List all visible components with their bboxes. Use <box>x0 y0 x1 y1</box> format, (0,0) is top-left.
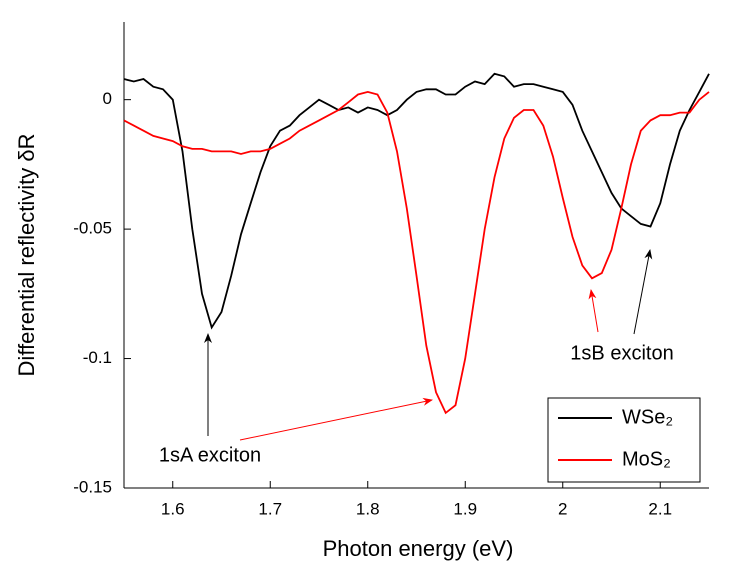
legend-box <box>547 397 701 483</box>
y-axis-label: Differential reflectivity δR <box>14 134 39 377</box>
legend-label: MoS₂ <box>622 448 671 470</box>
line <box>123 72 710 330</box>
x-axis-label: Photon energy (eV) <box>323 536 514 561</box>
x-tick-label: 1.9 <box>453 499 477 518</box>
x-tick-label: 1.7 <box>258 499 282 518</box>
annotation: 1sA exciton <box>159 444 261 466</box>
legend-label: WSe₂ <box>622 406 673 428</box>
line <box>123 90 710 415</box>
x-tick-label: 2.1 <box>648 499 672 518</box>
annotation: 1sB exciton <box>570 342 673 364</box>
y-tick-label: -0.15 <box>73 477 112 496</box>
x-tick-label: 1.8 <box>356 499 380 518</box>
arrow <box>239 397 433 441</box>
y-tick-label: -0.05 <box>73 219 112 238</box>
arrow <box>588 289 599 333</box>
y-tick-label: -0.1 <box>83 348 112 367</box>
x-tick-label: 1.6 <box>161 499 185 518</box>
arrow <box>633 249 653 335</box>
x-tick-label: 2 <box>558 499 567 518</box>
y-tick-label: 0 <box>103 89 112 108</box>
